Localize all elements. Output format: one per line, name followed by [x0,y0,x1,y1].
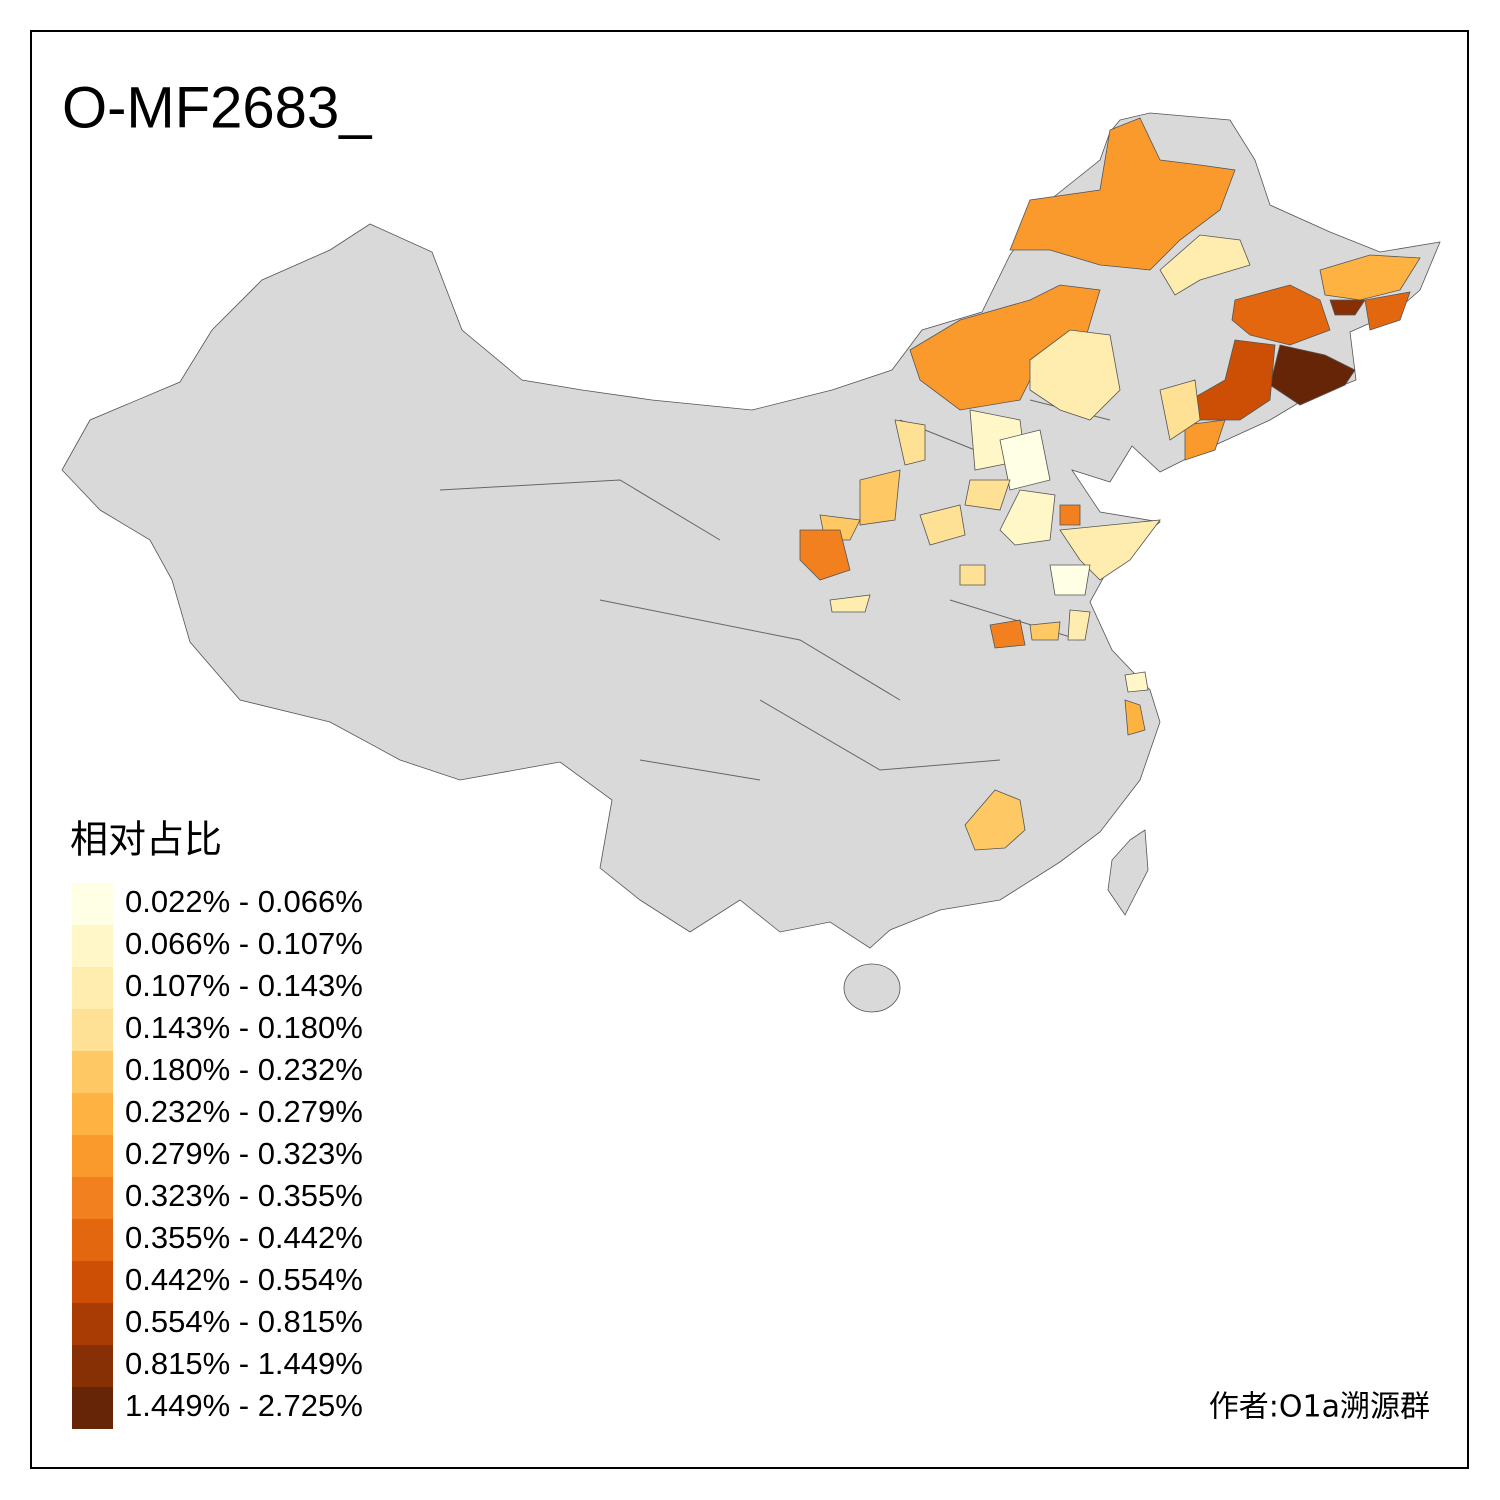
region [829,594,871,613]
legend-swatch [72,1177,113,1219]
legend-swatch [72,1345,113,1387]
region [964,789,1026,851]
legend-swatch [72,1093,113,1135]
region [894,419,926,466]
legend-swatch [72,1387,113,1429]
region [1364,291,1411,331]
region [1067,609,1091,641]
region [964,479,1011,511]
legend-swatch [72,883,113,925]
legend: 0.022% - 0.066% 0.066% - 0.107% 0.107% - 0… [72,883,363,1429]
region [999,489,1056,546]
legend-swatch [72,1051,113,1093]
region [1329,299,1366,316]
legend-label: 0.442% - 0.554% [125,1262,363,1297]
legend-swatch [72,925,113,967]
region [1184,419,1226,461]
legend-label: 0.232% - 0.279% [125,1094,363,1129]
legend-swatch [72,967,113,1009]
legend-swatch [72,1009,113,1051]
region [1049,564,1091,596]
region [859,469,901,526]
region [1159,379,1201,441]
legend-swatch [72,1303,113,1345]
map-title: O-MF2683_ [62,75,372,140]
legend-label: 0.355% - 0.442% [125,1220,363,1255]
legend-swatch [72,1219,113,1261]
island [1107,829,1149,916]
credit: 作者:O1a溯源群 [1209,1390,1430,1425]
legend-label: 0.554% - 0.815% [125,1304,363,1339]
legend-label: 0.022% - 0.066% [125,884,363,919]
region [1319,254,1421,301]
region [919,504,966,546]
region [1029,621,1061,641]
region [959,564,986,586]
legend-label: 0.815% - 1.449% [125,1346,363,1381]
region [1009,117,1236,271]
legend-label: 1.449% - 2.725% [125,1388,363,1423]
region [1059,504,1081,526]
region [989,619,1026,649]
region [1124,699,1146,736]
legend-swatch [72,1135,113,1177]
legend-label: 0.066% - 0.107% [125,926,363,961]
legend-label: 0.180% - 0.232% [125,1052,363,1087]
legend-label: 0.107% - 0.143% [125,968,363,1003]
region [1189,339,1276,421]
region [799,529,851,581]
legend-label: 0.143% - 0.180% [125,1010,363,1045]
legend-label: 0.323% - 0.355% [125,1178,363,1213]
region [1159,234,1251,296]
map [61,112,1441,1013]
island [843,963,901,1013]
legend-title: 相对占比 [70,818,222,862]
region [1124,671,1149,693]
region [1029,329,1121,421]
legend-label: 0.279% - 0.323% [125,1136,363,1171]
region [999,429,1051,491]
region [1231,284,1331,346]
legend-swatch [72,1261,113,1303]
